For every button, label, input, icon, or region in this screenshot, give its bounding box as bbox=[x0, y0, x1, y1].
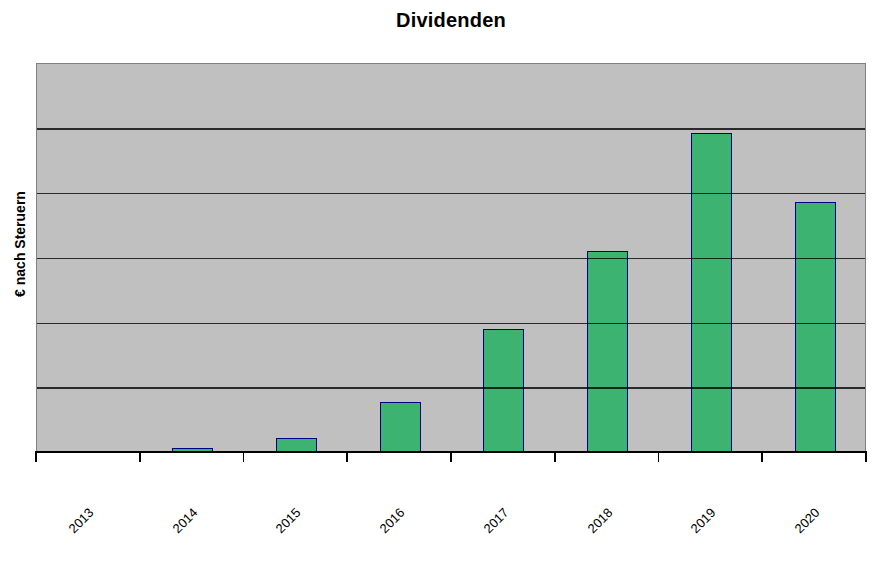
x-axis-tick bbox=[139, 453, 141, 462]
chart-title: Dividenden bbox=[36, 9, 866, 32]
gridline bbox=[37, 258, 865, 260]
x-tick-label-2020: 2020 bbox=[763, 505, 823, 565]
x-axis-tick bbox=[35, 453, 37, 462]
x-axis-tick bbox=[865, 453, 867, 462]
gridline bbox=[37, 128, 865, 130]
x-tick-label-2015: 2015 bbox=[244, 505, 304, 565]
x-axis-tick bbox=[761, 453, 763, 462]
x-tick-label-2018: 2018 bbox=[555, 505, 615, 565]
x-axis-tick bbox=[346, 453, 348, 462]
x-axis-tick bbox=[450, 453, 452, 462]
y-axis-label: € nach Steruern bbox=[12, 191, 28, 297]
gridline bbox=[37, 323, 865, 325]
dividend-bar-chart: Dividenden € nach Steruern 2013 2014 2015 2… bbox=[0, 0, 885, 582]
x-tick-label-2016: 2016 bbox=[348, 505, 408, 565]
bar-2018 bbox=[587, 251, 628, 452]
gridline bbox=[37, 193, 865, 195]
x-tick-label-2014: 2014 bbox=[140, 505, 200, 565]
x-axis-tick bbox=[658, 453, 660, 462]
bar-2017 bbox=[483, 329, 524, 452]
plot-area bbox=[36, 63, 866, 452]
gridline bbox=[37, 387, 865, 389]
bar-2016 bbox=[380, 402, 421, 452]
x-axis-tick bbox=[554, 453, 556, 462]
bar-2020 bbox=[795, 202, 836, 452]
x-tick-label-2017: 2017 bbox=[451, 505, 511, 565]
x-tick-label-2019: 2019 bbox=[659, 505, 719, 565]
x-tick-label-2013: 2013 bbox=[36, 505, 96, 565]
bar-2019 bbox=[691, 133, 732, 452]
x-axis-tick bbox=[243, 453, 245, 462]
